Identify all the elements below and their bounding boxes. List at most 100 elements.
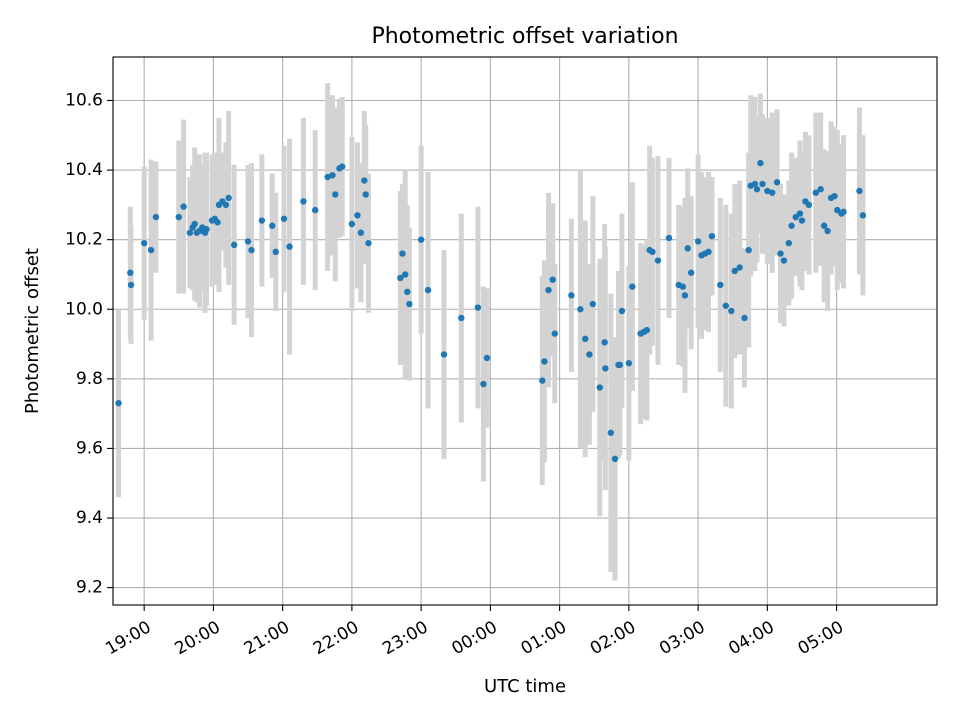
data-point bbox=[541, 358, 548, 365]
data-point bbox=[549, 276, 556, 283]
y-axis-label: Photometric offset bbox=[22, 248, 43, 414]
x-tick-label: 05:00 bbox=[795, 617, 847, 659]
data-point bbox=[214, 219, 221, 226]
data-point bbox=[175, 213, 182, 221]
data-point bbox=[736, 264, 743, 271]
data-point bbox=[611, 455, 619, 463]
data-point bbox=[348, 220, 356, 228]
data-point bbox=[329, 172, 336, 179]
data-point bbox=[817, 186, 824, 193]
data-point bbox=[629, 283, 636, 290]
data-point bbox=[607, 429, 615, 436]
y-tick-label: 9.6 bbox=[76, 438, 103, 458]
data-point bbox=[625, 359, 633, 367]
y-tick-label: 9.4 bbox=[76, 508, 103, 528]
data-point bbox=[731, 267, 739, 275]
plot-frame bbox=[112, 56, 938, 606]
data-point bbox=[203, 226, 210, 233]
x-tick-label: 04:00 bbox=[725, 617, 777, 659]
x-tick-label: 01:00 bbox=[518, 617, 570, 659]
data-point bbox=[773, 179, 781, 186]
data-point bbox=[480, 380, 487, 388]
y-tick-label: 10.2 bbox=[65, 230, 103, 250]
data-point bbox=[812, 189, 820, 196]
data-point bbox=[728, 307, 735, 315]
data-point bbox=[424, 286, 432, 294]
data-point bbox=[601, 339, 608, 346]
data-point bbox=[417, 236, 425, 243]
x-tick-label: 19:00 bbox=[102, 617, 154, 659]
data-point bbox=[269, 222, 276, 229]
data-point bbox=[654, 257, 662, 264]
data-point bbox=[824, 227, 831, 235]
x-tick-label: 20:00 bbox=[171, 617, 223, 659]
data-point bbox=[859, 212, 867, 219]
data-point bbox=[753, 186, 761, 193]
data-point bbox=[244, 238, 252, 245]
x-tick-label: 02:00 bbox=[587, 617, 639, 659]
data-point bbox=[722, 302, 730, 309]
data-point bbox=[230, 241, 238, 249]
data-point bbox=[831, 192, 838, 200]
data-point bbox=[357, 229, 365, 236]
data-point bbox=[649, 248, 656, 256]
data-point bbox=[708, 232, 716, 240]
data-point bbox=[798, 217, 806, 224]
data-point bbox=[643, 326, 651, 334]
data-point bbox=[397, 274, 404, 282]
data-point bbox=[483, 354, 491, 362]
y-tick-label: 10.6 bbox=[65, 90, 103, 110]
data-point bbox=[406, 300, 413, 308]
data-point bbox=[679, 283, 687, 290]
x-tick-label: 21:00 bbox=[241, 617, 293, 659]
data-point bbox=[324, 173, 331, 181]
data-point bbox=[115, 399, 122, 407]
data-point bbox=[458, 314, 465, 322]
x-tick-label: 22:00 bbox=[310, 617, 362, 659]
data-point bbox=[399, 250, 406, 257]
data-point bbox=[147, 246, 155, 254]
data-point bbox=[745, 246, 752, 254]
data-point bbox=[759, 180, 766, 188]
y-tick-layer: 9.2 9.4 9.6 9.8 10.0 10.2 10.4 10.6 bbox=[65, 90, 113, 598]
data-point bbox=[769, 189, 776, 196]
data-point bbox=[311, 206, 319, 214]
data-point bbox=[338, 163, 346, 170]
data-point bbox=[362, 191, 369, 198]
data-point bbox=[665, 234, 673, 242]
data-point bbox=[354, 212, 361, 219]
data-point bbox=[796, 210, 804, 217]
data-point bbox=[684, 245, 691, 252]
data-point bbox=[780, 257, 788, 264]
data-point bbox=[586, 351, 593, 358]
data-point bbox=[856, 187, 863, 195]
data-point bbox=[757, 159, 764, 167]
data-point bbox=[820, 222, 828, 229]
data-point bbox=[474, 304, 482, 311]
data-point bbox=[140, 239, 148, 247]
data-point bbox=[551, 330, 558, 337]
data-point bbox=[225, 194, 232, 202]
data-point bbox=[539, 377, 546, 384]
y-tick-label: 10.0 bbox=[65, 299, 103, 319]
data-point bbox=[751, 180, 759, 188]
data-point bbox=[717, 281, 724, 289]
data-point bbox=[361, 177, 368, 184]
data-point bbox=[191, 220, 198, 228]
data-point bbox=[777, 250, 784, 257]
data-point bbox=[127, 269, 134, 276]
data-point bbox=[365, 239, 372, 247]
data-point bbox=[272, 248, 279, 256]
data-point bbox=[681, 292, 689, 299]
data-point bbox=[785, 239, 793, 247]
data-point bbox=[402, 271, 409, 278]
data-point bbox=[127, 281, 135, 289]
data-point bbox=[286, 243, 293, 250]
data-point bbox=[694, 238, 702, 245]
y-tick-label: 10.4 bbox=[65, 160, 103, 180]
data-point bbox=[616, 361, 624, 369]
data-point bbox=[404, 288, 411, 296]
data-point bbox=[805, 201, 813, 209]
data-point bbox=[618, 307, 626, 315]
data-point bbox=[180, 203, 187, 210]
